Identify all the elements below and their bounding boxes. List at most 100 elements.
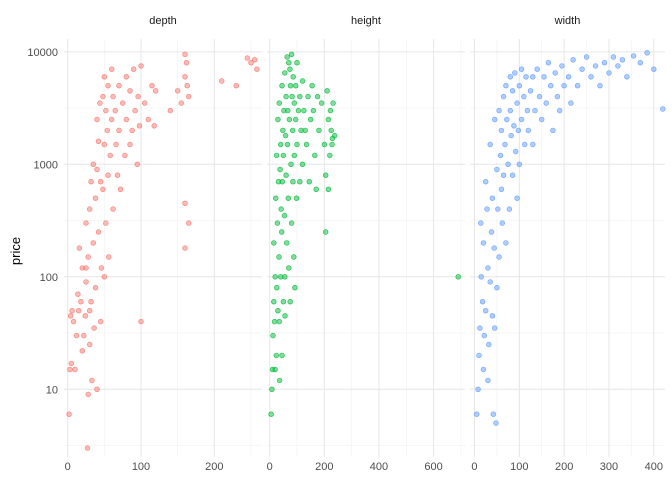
data-point — [497, 255, 502, 260]
data-point — [282, 71, 287, 76]
data-point — [631, 54, 636, 59]
data-point — [278, 167, 283, 172]
data-point — [517, 83, 522, 88]
data-point — [281, 153, 286, 158]
data-point — [286, 266, 291, 271]
data-point — [284, 94, 289, 99]
data-point — [87, 207, 92, 212]
data-point — [319, 101, 324, 106]
data-point — [289, 162, 294, 167]
data-point — [491, 412, 496, 417]
data-point — [293, 117, 298, 122]
data-point — [73, 367, 78, 372]
data-point — [530, 74, 535, 79]
data-point — [289, 221, 294, 226]
data-point — [291, 179, 296, 184]
data-point — [481, 241, 486, 246]
data-point — [517, 162, 522, 167]
data-point — [580, 67, 585, 72]
data-point — [106, 173, 111, 178]
data-point — [326, 117, 331, 122]
data-point — [509, 133, 514, 138]
data-point — [109, 117, 114, 122]
data-point — [279, 230, 284, 235]
data-point — [286, 196, 291, 201]
data-point — [551, 128, 556, 133]
data-point — [284, 173, 289, 178]
data-point — [271, 299, 276, 304]
data-point — [67, 412, 72, 417]
data-point — [528, 88, 533, 93]
data-point — [136, 94, 141, 99]
data-point — [317, 128, 322, 133]
data-point — [280, 179, 285, 184]
data-point — [474, 412, 479, 417]
x-tick-label: 0 — [471, 461, 477, 473]
data-point — [501, 173, 506, 178]
data-point — [91, 162, 96, 167]
points-height — [269, 52, 461, 417]
data-point — [101, 94, 106, 99]
data-point — [183, 246, 188, 251]
data-point — [490, 313, 495, 318]
data-point — [598, 83, 603, 88]
data-point — [329, 128, 334, 133]
data-point — [280, 353, 285, 358]
x-tick-label: 0 — [267, 461, 273, 473]
data-point — [95, 387, 100, 392]
data-point — [331, 101, 336, 106]
data-point — [544, 101, 549, 106]
data-point — [302, 108, 307, 113]
x-tick-label: 200 — [315, 461, 333, 473]
data-point — [477, 353, 482, 358]
data-point — [135, 162, 140, 167]
data-point — [571, 57, 576, 62]
data-point — [495, 285, 500, 290]
data-point — [102, 274, 107, 279]
data-point — [69, 361, 74, 366]
data-point — [542, 74, 547, 79]
data-point — [651, 67, 656, 72]
data-point — [273, 274, 278, 279]
data-point — [102, 142, 107, 147]
data-point — [575, 83, 580, 88]
data-point — [295, 142, 300, 147]
data-point — [494, 421, 499, 426]
data-point — [478, 221, 483, 226]
data-point — [308, 117, 313, 122]
data-point — [504, 117, 509, 122]
data-point — [98, 179, 103, 184]
data-point — [638, 60, 643, 65]
data-point — [146, 117, 151, 122]
data-point — [290, 94, 295, 99]
data-point — [74, 333, 79, 338]
data-point — [482, 333, 487, 338]
data-point — [495, 207, 500, 212]
data-point — [70, 308, 75, 313]
data-point — [497, 108, 502, 113]
data-point — [519, 67, 524, 72]
data-point — [285, 108, 290, 113]
data-point — [300, 79, 305, 84]
data-point — [99, 266, 104, 271]
data-point — [611, 55, 616, 60]
facet-strip-label: height — [351, 15, 381, 27]
data-point — [117, 128, 122, 133]
data-point — [519, 117, 524, 122]
data-point — [290, 128, 295, 133]
data-point — [98, 101, 103, 106]
data-point — [272, 319, 277, 324]
data-point — [297, 179, 302, 184]
data-point — [625, 74, 630, 79]
data-point — [102, 74, 107, 79]
x-tick-label: 0 — [65, 461, 71, 473]
data-point — [490, 196, 495, 201]
data-point — [219, 79, 224, 84]
data-point — [537, 94, 542, 99]
data-point — [81, 333, 86, 338]
data-point — [276, 117, 281, 122]
data-point — [76, 292, 81, 297]
data-point — [84, 221, 89, 226]
data-point — [285, 55, 290, 60]
data-point — [456, 274, 461, 279]
